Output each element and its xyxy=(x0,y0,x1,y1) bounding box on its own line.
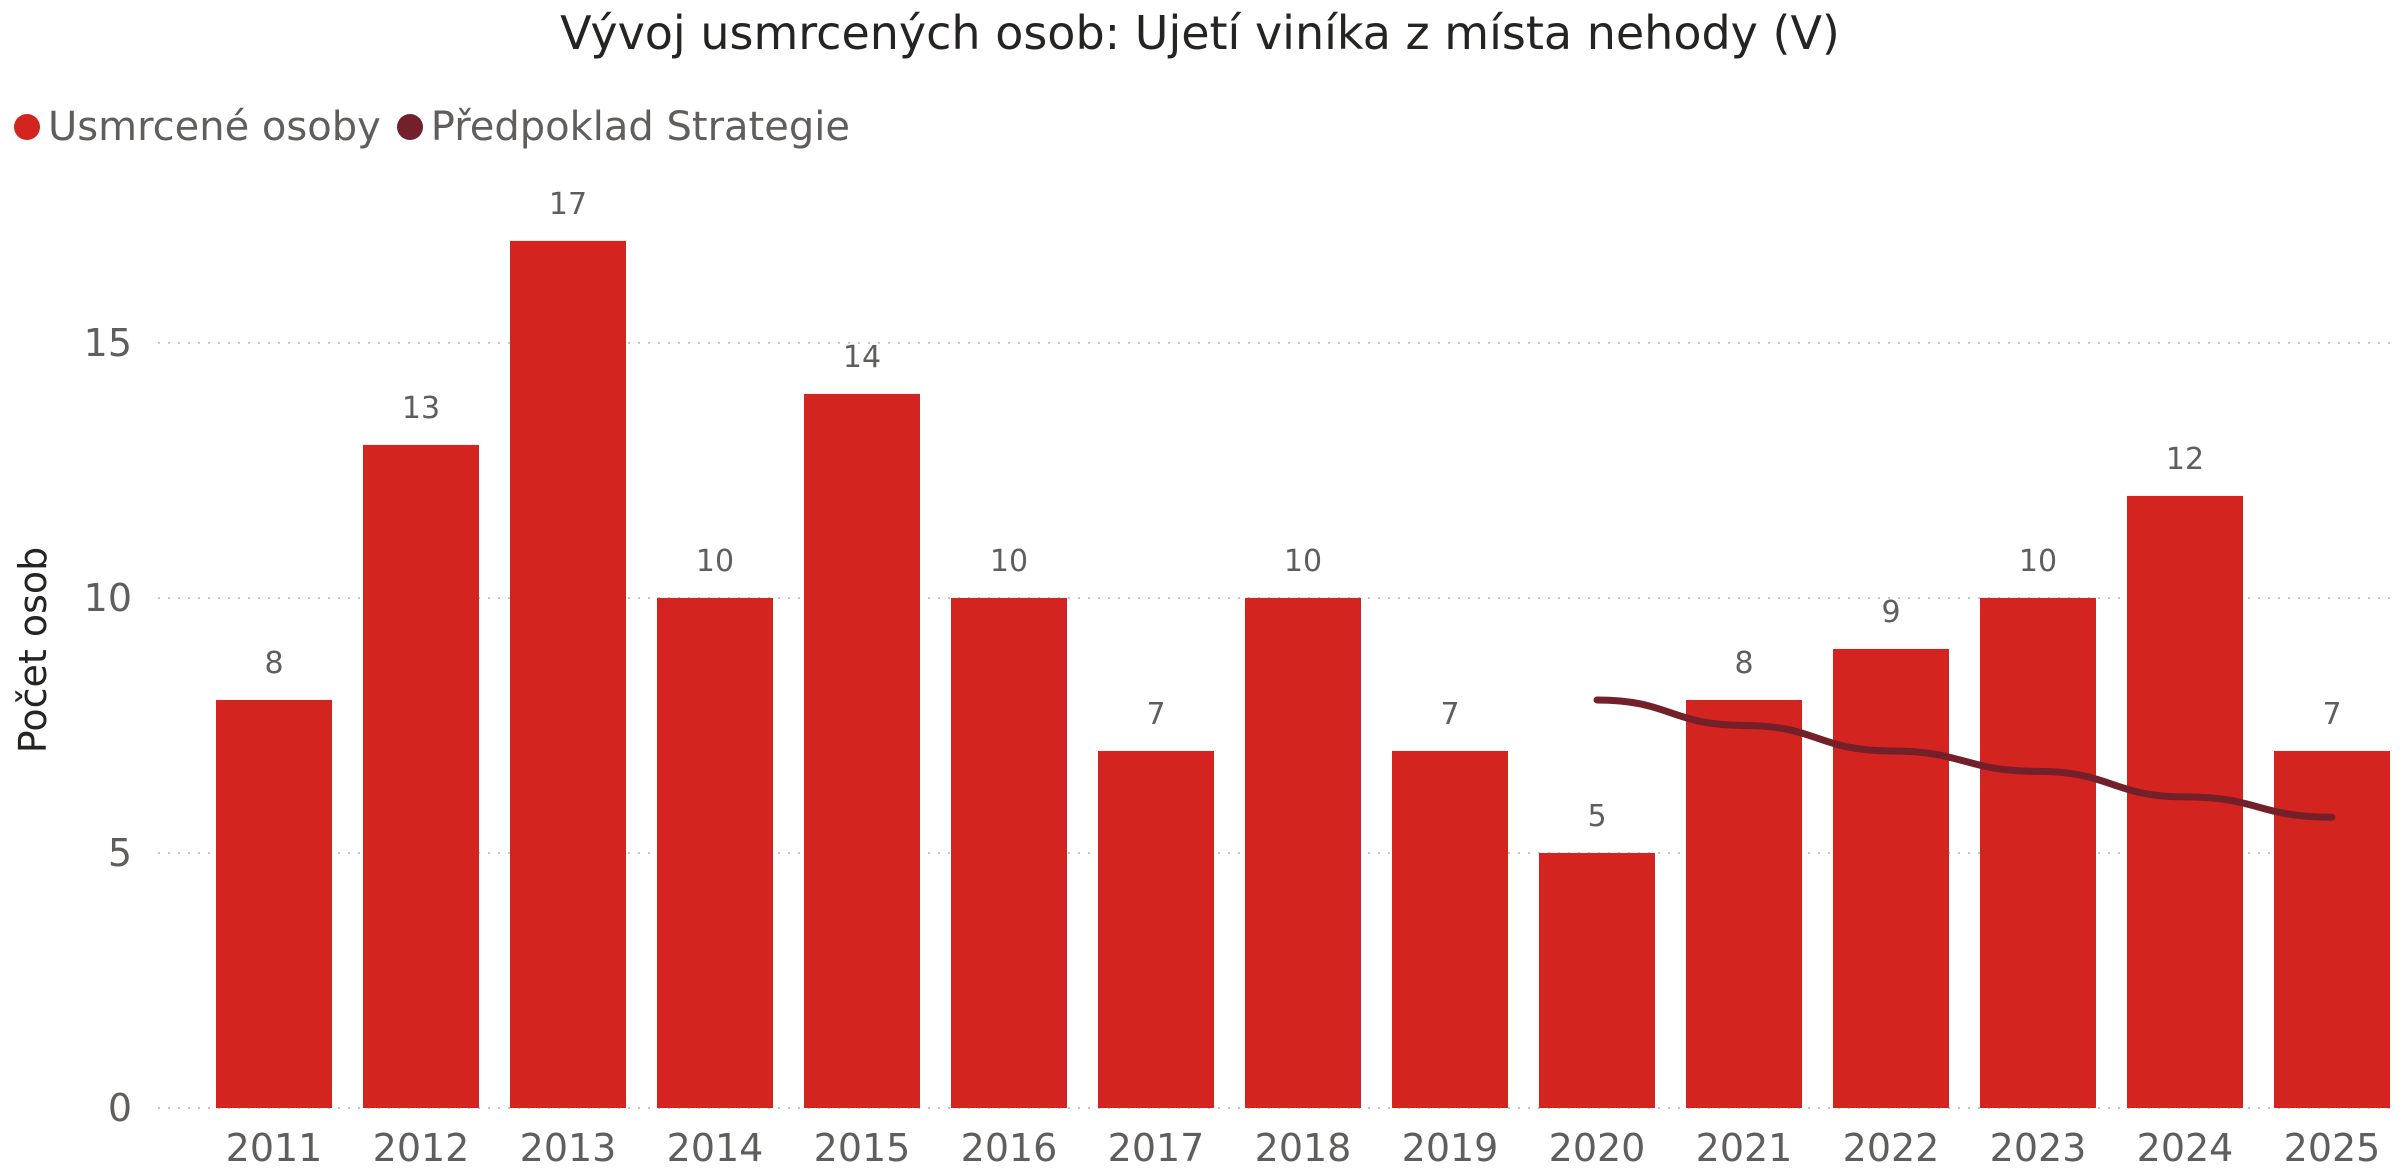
legend-label: Předpoklad Strategie xyxy=(430,104,850,150)
y-tick-label: 10 xyxy=(84,576,132,620)
x-tick-label: 2016 xyxy=(961,1126,1058,1169)
bar-2012[interactable] xyxy=(363,444,479,1108)
data-label: 17 xyxy=(549,187,587,222)
bar-2025[interactable] xyxy=(2274,750,2390,1108)
bar-2023[interactable] xyxy=(1980,597,2096,1108)
x-tick-label: 2011 xyxy=(226,1126,323,1169)
legend-item-usmrcene-osoby[interactable]: Usmrcené osoby xyxy=(14,104,381,150)
bar-2013[interactable] xyxy=(510,240,626,1108)
data-label: 7 xyxy=(1440,697,1459,732)
axes: 0 5 10 15 Počet osob 2011 2012 2013 2014 2015 2016… xyxy=(11,321,2380,1169)
y-tick-label: 0 xyxy=(108,1086,132,1130)
data-labels: 8 13 17 10 14 10 7 10 7 5 8 9 10 12 7 xyxy=(264,187,2341,834)
bar-2017[interactable] xyxy=(1098,750,1214,1108)
bar-2018[interactable] xyxy=(1245,597,1361,1108)
bar-2016[interactable] xyxy=(951,597,1067,1108)
data-label: 10 xyxy=(990,544,1028,579)
data-label: 10 xyxy=(1284,544,1322,579)
data-label: 14 xyxy=(843,340,881,375)
x-tick-label: 2012 xyxy=(373,1126,470,1169)
data-label: 7 xyxy=(1146,697,1165,732)
line-predpoklad-strategie[interactable] xyxy=(1593,696,2336,821)
data-label: 13 xyxy=(402,391,440,426)
data-label: 8 xyxy=(1734,646,1753,681)
bar-2011[interactable] xyxy=(216,699,332,1108)
chart-title: Vývoj usmrcených osob: Ujetí viníka z mí… xyxy=(560,6,1840,60)
legend-marker-icon xyxy=(396,114,423,140)
bar-2020[interactable] xyxy=(1539,852,1655,1108)
data-label: 8 xyxy=(264,646,283,681)
data-label: 12 xyxy=(2166,442,2204,477)
x-tick-label: 2024 xyxy=(2137,1126,2234,1169)
y-tick-label: 5 xyxy=(108,831,132,875)
data-label: 5 xyxy=(1587,799,1606,834)
x-tick-label: 2018 xyxy=(1255,1126,1352,1169)
data-label: 10 xyxy=(2019,544,2057,579)
x-tick-label: 2022 xyxy=(1843,1126,1940,1169)
bar-2014[interactable] xyxy=(657,597,773,1108)
legend: Usmrcené osoby Předpoklad Strategie xyxy=(14,104,866,150)
bars xyxy=(216,240,2390,1109)
x-tick-label: 2021 xyxy=(1696,1126,1793,1169)
bar-2015[interactable] xyxy=(804,393,920,1109)
legend-marker-icon xyxy=(14,114,40,140)
trend-line xyxy=(1593,696,2336,821)
x-tick-label: 2023 xyxy=(1990,1126,2087,1169)
bar-2022[interactable] xyxy=(1833,648,1949,1108)
x-tick-label: 2020 xyxy=(1549,1126,1646,1169)
x-tick-label: 2025 xyxy=(2284,1126,2381,1169)
data-label: 7 xyxy=(2322,697,2341,732)
data-label: 10 xyxy=(696,544,734,579)
x-tick-label: 2013 xyxy=(520,1126,617,1169)
legend-label: Usmrcené osoby xyxy=(48,104,381,150)
bar-2019[interactable] xyxy=(1392,750,1508,1108)
y-axis-title: Počet osob xyxy=(11,547,55,753)
data-label: 9 xyxy=(1881,595,1900,630)
x-tick-label: 2014 xyxy=(667,1126,764,1169)
x-tick-label: 2017 xyxy=(1108,1126,1205,1169)
x-tick-label: 2015 xyxy=(814,1126,911,1169)
bar-2021[interactable] xyxy=(1686,699,1802,1108)
x-tick-label: 2019 xyxy=(1402,1126,1499,1169)
y-tick-label: 15 xyxy=(84,321,132,365)
legend-item-predpoklad-strategie[interactable]: Předpoklad Strategie xyxy=(396,104,850,150)
